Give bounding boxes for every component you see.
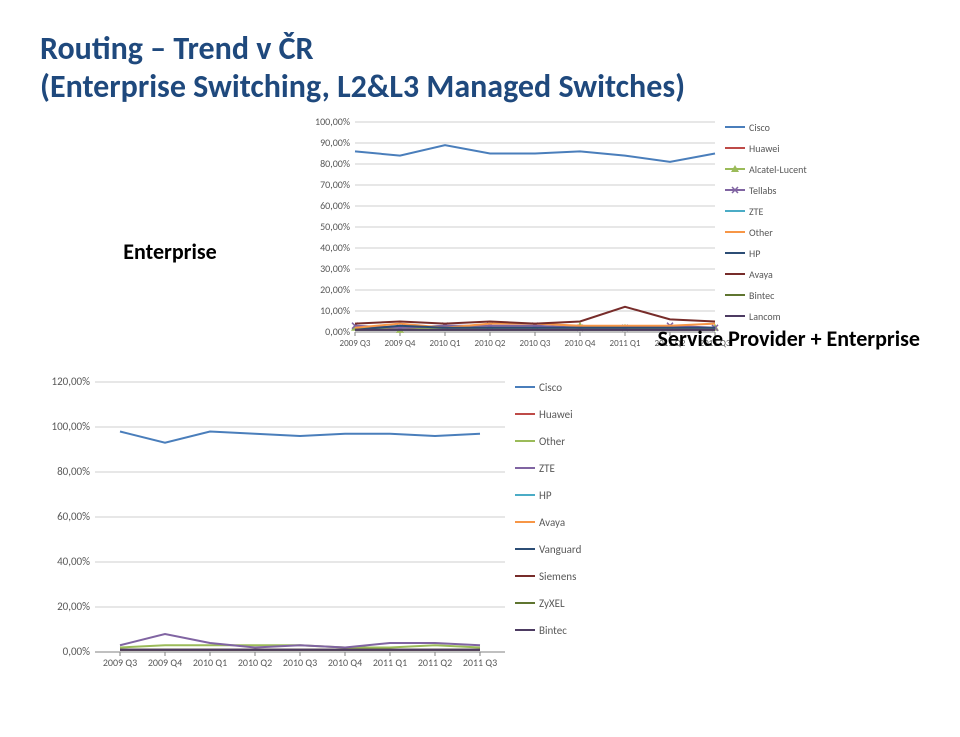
title-line2: (Enterprise Switching, L2&L3 Managed Swi…: [40, 67, 685, 106]
svg-text:2009 Q4: 2009 Q4: [385, 338, 416, 349]
svg-text:20,00%: 20,00%: [57, 600, 90, 613]
svg-text:50,00%: 50,00%: [320, 220, 350, 233]
svg-text:2009 Q3: 2009 Q3: [340, 338, 371, 349]
svg-text:2010 Q4: 2010 Q4: [565, 338, 596, 349]
svg-text:2011 Q2: 2011 Q2: [418, 656, 452, 669]
svg-text:60,00%: 60,00%: [57, 510, 90, 523]
svg-text:Huawei: Huawei: [539, 408, 573, 421]
svg-text:2011 Q3: 2011 Q3: [463, 656, 497, 669]
svg-text:2010 Q3: 2010 Q3: [283, 656, 317, 669]
svg-text:HP: HP: [749, 247, 760, 260]
svg-text:2009 Q3: 2009 Q3: [103, 656, 137, 669]
svg-text:ZyXEL: ZyXEL: [539, 597, 565, 610]
svg-text:40,00%: 40,00%: [320, 241, 350, 254]
svg-text:80,00%: 80,00%: [320, 157, 350, 170]
svg-text:Cisco: Cisco: [539, 381, 562, 394]
svg-text:Siemens: Siemens: [539, 570, 576, 583]
svg-text:2011 Q1: 2011 Q1: [373, 656, 407, 669]
svg-text:2010 Q4: 2010 Q4: [328, 656, 362, 669]
enterprise-label: Enterprise: [40, 238, 300, 265]
svg-text:2011 Q1: 2011 Q1: [610, 338, 641, 349]
svg-text:Bintec: Bintec: [539, 624, 567, 637]
svg-text:20,00%: 20,00%: [320, 283, 350, 296]
svg-text:80,00%: 80,00%: [57, 465, 90, 478]
svg-text:2010 Q3: 2010 Q3: [520, 338, 551, 349]
svg-text:40,00%: 40,00%: [57, 555, 90, 568]
svg-text:ZTE: ZTE: [539, 462, 555, 475]
svg-text:2010 Q2: 2010 Q2: [238, 656, 272, 669]
svg-text:0,00%: 0,00%: [63, 645, 90, 658]
svg-text:Bintec: Bintec: [749, 289, 775, 302]
svg-text:Other: Other: [749, 226, 773, 239]
svg-text:Vanguard: Vanguard: [539, 543, 581, 556]
svg-text:Other: Other: [539, 435, 565, 448]
svg-text:HP: HP: [539, 489, 552, 502]
svg-text:10,00%: 10,00%: [320, 304, 350, 317]
svg-text:Avaya: Avaya: [749, 268, 773, 281]
svg-text:ZTE: ZTE: [749, 205, 764, 218]
svg-text:90,00%: 90,00%: [320, 136, 350, 149]
svg-text:30,00%: 30,00%: [320, 262, 350, 275]
svg-text:Huawei: Huawei: [749, 142, 780, 155]
svg-text:Cisco: Cisco: [749, 121, 770, 134]
svg-text:60,00%: 60,00%: [320, 199, 350, 212]
sp-label: Service Provider + Enterprise: [658, 325, 920, 352]
svg-text:0,00%: 0,00%: [325, 325, 350, 338]
svg-text:70,00%: 70,00%: [320, 178, 350, 191]
svg-text:2010 Q1: 2010 Q1: [193, 656, 227, 669]
chart2-container: 0,00% 20,00% 40,00% 60,00% 80,00% 100,00% 120,…: [40, 377, 920, 707]
svg-text:2010 Q1: 2010 Q1: [430, 338, 461, 349]
svg-text:Avaya: Avaya: [539, 516, 565, 529]
svg-text:100,00%: 100,00%: [315, 117, 350, 128]
page-title: Routing – Trend v ČR (Enterprise Switchi…: [40, 30, 920, 107]
title-line1: Routing – Trend v ČR: [40, 29, 314, 68]
svg-text:100,00%: 100,00%: [52, 420, 91, 433]
svg-text:Alcatel-Lucent: Alcatel-Lucent: [749, 163, 807, 176]
svg-text:120,00%: 120,00%: [52, 377, 91, 388]
chart2-svg: 0,00% 20,00% 40,00% 60,00% 80,00% 100,00% 120,…: [40, 377, 630, 707]
svg-text:2009 Q4: 2009 Q4: [148, 656, 182, 669]
svg-text:2010 Q2: 2010 Q2: [475, 338, 506, 349]
svg-text:Lancom: Lancom: [749, 310, 781, 323]
svg-text:Tellabs: Tellabs: [749, 184, 777, 197]
